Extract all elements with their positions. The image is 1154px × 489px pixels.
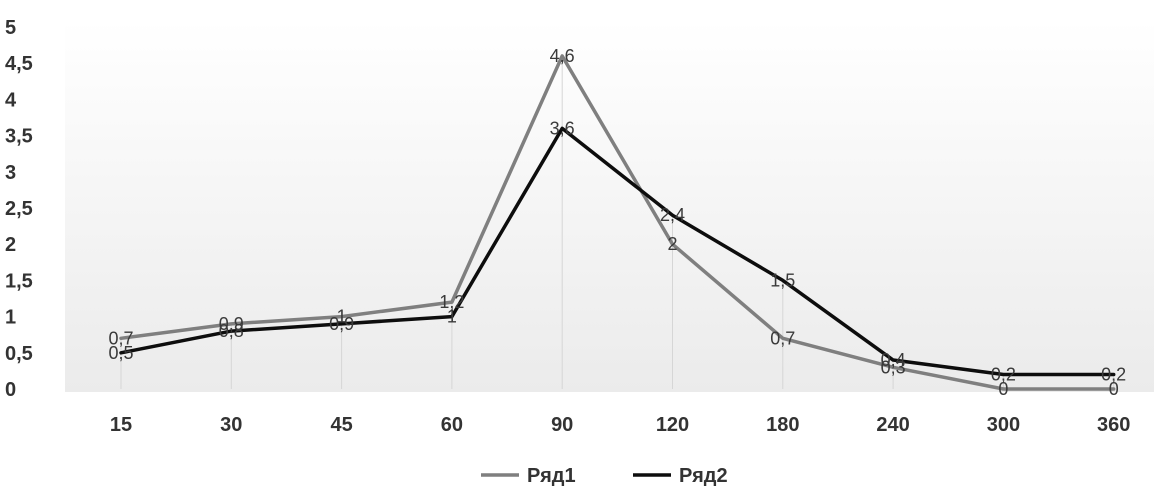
y-tick-label: 1 [5,307,16,329]
data-label-series-2: 0,8 [219,321,244,341]
y-tick-label: 4,5 [5,53,33,75]
y-tick-label: 3,5 [5,126,33,148]
data-label-series-2: 0,2 [991,365,1016,385]
data-label-series-2: 2,4 [660,205,685,225]
x-tick-label: 180 [766,414,799,436]
data-label-series-2: 0,9 [329,314,354,334]
y-tick-label: 0,5 [5,343,33,365]
data-label-series-1: 4,6 [550,46,575,66]
legend-label-2: Ряд2 [679,465,728,487]
series-line-2 [119,126,1116,377]
data-label-series-1: 0 [998,379,1008,399]
x-tick-label: 30 [220,414,242,436]
data-label-series-1: 2 [667,234,677,254]
y-tick-label: 5 [5,17,16,39]
y-tick-label: 0 [5,379,16,401]
data-label-series-2: 0,2 [1101,365,1126,385]
data-label-series-1: 0,3 [881,357,906,377]
data-label-series-2: 0,4 [881,350,906,370]
data-label-series-1: 0,7 [108,328,133,348]
x-tick-label: 60 [441,414,463,436]
data-label-series-1: 0 [1109,379,1119,399]
y-tick-label: 1,5 [5,270,33,292]
data-label-series-1: 1,2 [439,292,464,312]
x-tick-label: 300 [987,414,1020,436]
data-label-series-2: 1 [447,307,457,327]
data-label-series-1: 1 [337,307,347,327]
legend-label-1: Ряд1 [527,465,576,487]
data-label-series-2: 3,6 [550,118,575,138]
x-tick-label: 120 [656,414,689,436]
x-tick-label: 45 [330,414,352,436]
data-label-series-1: 0,9 [219,314,244,334]
series-line-1 [119,54,1116,391]
x-tick-label: 240 [876,414,909,436]
y-tick-label: 3 [5,162,16,184]
data-label-series-2: 0,5 [108,343,133,363]
y-tick-label: 4 [5,89,17,111]
x-tick-label: 90 [551,414,573,436]
data-label-series-1: 0,7 [770,328,795,348]
x-tick-label: 360 [1097,414,1130,436]
y-tick-label: 2 [5,234,16,256]
x-tick-label: 15 [110,414,132,436]
data-label-series-2: 1,5 [770,270,795,290]
y-tick-label: 2,5 [5,198,33,220]
